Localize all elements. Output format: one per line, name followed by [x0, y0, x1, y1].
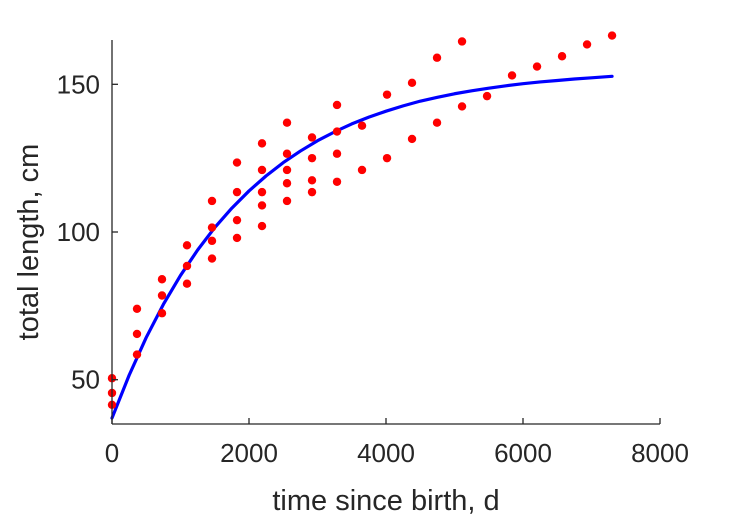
data-point	[207, 236, 217, 246]
x-tick-label: 0	[105, 438, 119, 468]
data-point	[307, 187, 317, 197]
data-point	[557, 52, 567, 61]
data-point	[332, 127, 342, 136]
plot-area	[107, 31, 617, 420]
data-point	[157, 275, 167, 284]
data-point	[332, 149, 342, 158]
data-point	[257, 165, 267, 175]
data-point	[207, 223, 217, 232]
y-axis-ticks: 50 100 150	[57, 69, 118, 395]
data-point	[407, 134, 417, 144]
data-point	[132, 304, 142, 313]
data-point	[357, 121, 367, 130]
data-point	[157, 291, 167, 300]
data-point	[182, 279, 192, 288]
data-point	[282, 179, 292, 188]
data-point	[532, 62, 542, 71]
x-axis-ticks: 0 2000 4000 6000 8000	[105, 418, 689, 468]
data-point	[382, 153, 392, 163]
data-point	[307, 176, 317, 185]
y-axis-label: total length, cm	[13, 144, 45, 341]
data-point	[257, 139, 267, 148]
data-point	[257, 221, 267, 231]
data-point	[157, 309, 167, 318]
data-point	[257, 187, 267, 197]
data-point	[407, 78, 417, 88]
data-point	[357, 165, 367, 175]
data-point	[432, 118, 442, 127]
data-point	[282, 149, 292, 158]
x-tick-label: 4000	[357, 438, 415, 468]
data-point	[182, 241, 192, 250]
data-point	[207, 254, 217, 263]
data-point	[232, 187, 242, 197]
data-point	[257, 201, 267, 210]
data-point	[307, 133, 317, 142]
x-tick-label: 8000	[631, 438, 689, 468]
data-point	[432, 53, 442, 62]
data-point	[332, 100, 342, 110]
data-point	[307, 153, 317, 163]
data-point	[232, 233, 242, 243]
data-point	[182, 261, 192, 271]
y-tick-label: 100	[57, 217, 100, 247]
fit-curve	[110, 74, 614, 420]
data-point	[607, 31, 617, 40]
data-point	[232, 158, 242, 167]
data-point	[282, 196, 292, 206]
data-point	[232, 215, 242, 225]
data-point	[457, 102, 467, 111]
data-point	[282, 118, 292, 127]
data-point	[332, 177, 342, 186]
x-axis-label: time since birth, d	[272, 485, 499, 517]
data-point	[457, 37, 467, 46]
data-point	[132, 329, 142, 339]
data-point	[132, 350, 142, 359]
data-point	[507, 71, 517, 80]
y-tick-label: 150	[57, 69, 100, 99]
data-point	[207, 196, 217, 206]
y-tick-label: 50	[71, 365, 100, 395]
data-point	[282, 165, 292, 175]
x-tick-label: 6000	[494, 438, 552, 468]
data-point	[482, 91, 492, 101]
x-tick-label: 2000	[220, 438, 278, 468]
data-point	[382, 90, 392, 99]
data-point	[582, 40, 592, 49]
